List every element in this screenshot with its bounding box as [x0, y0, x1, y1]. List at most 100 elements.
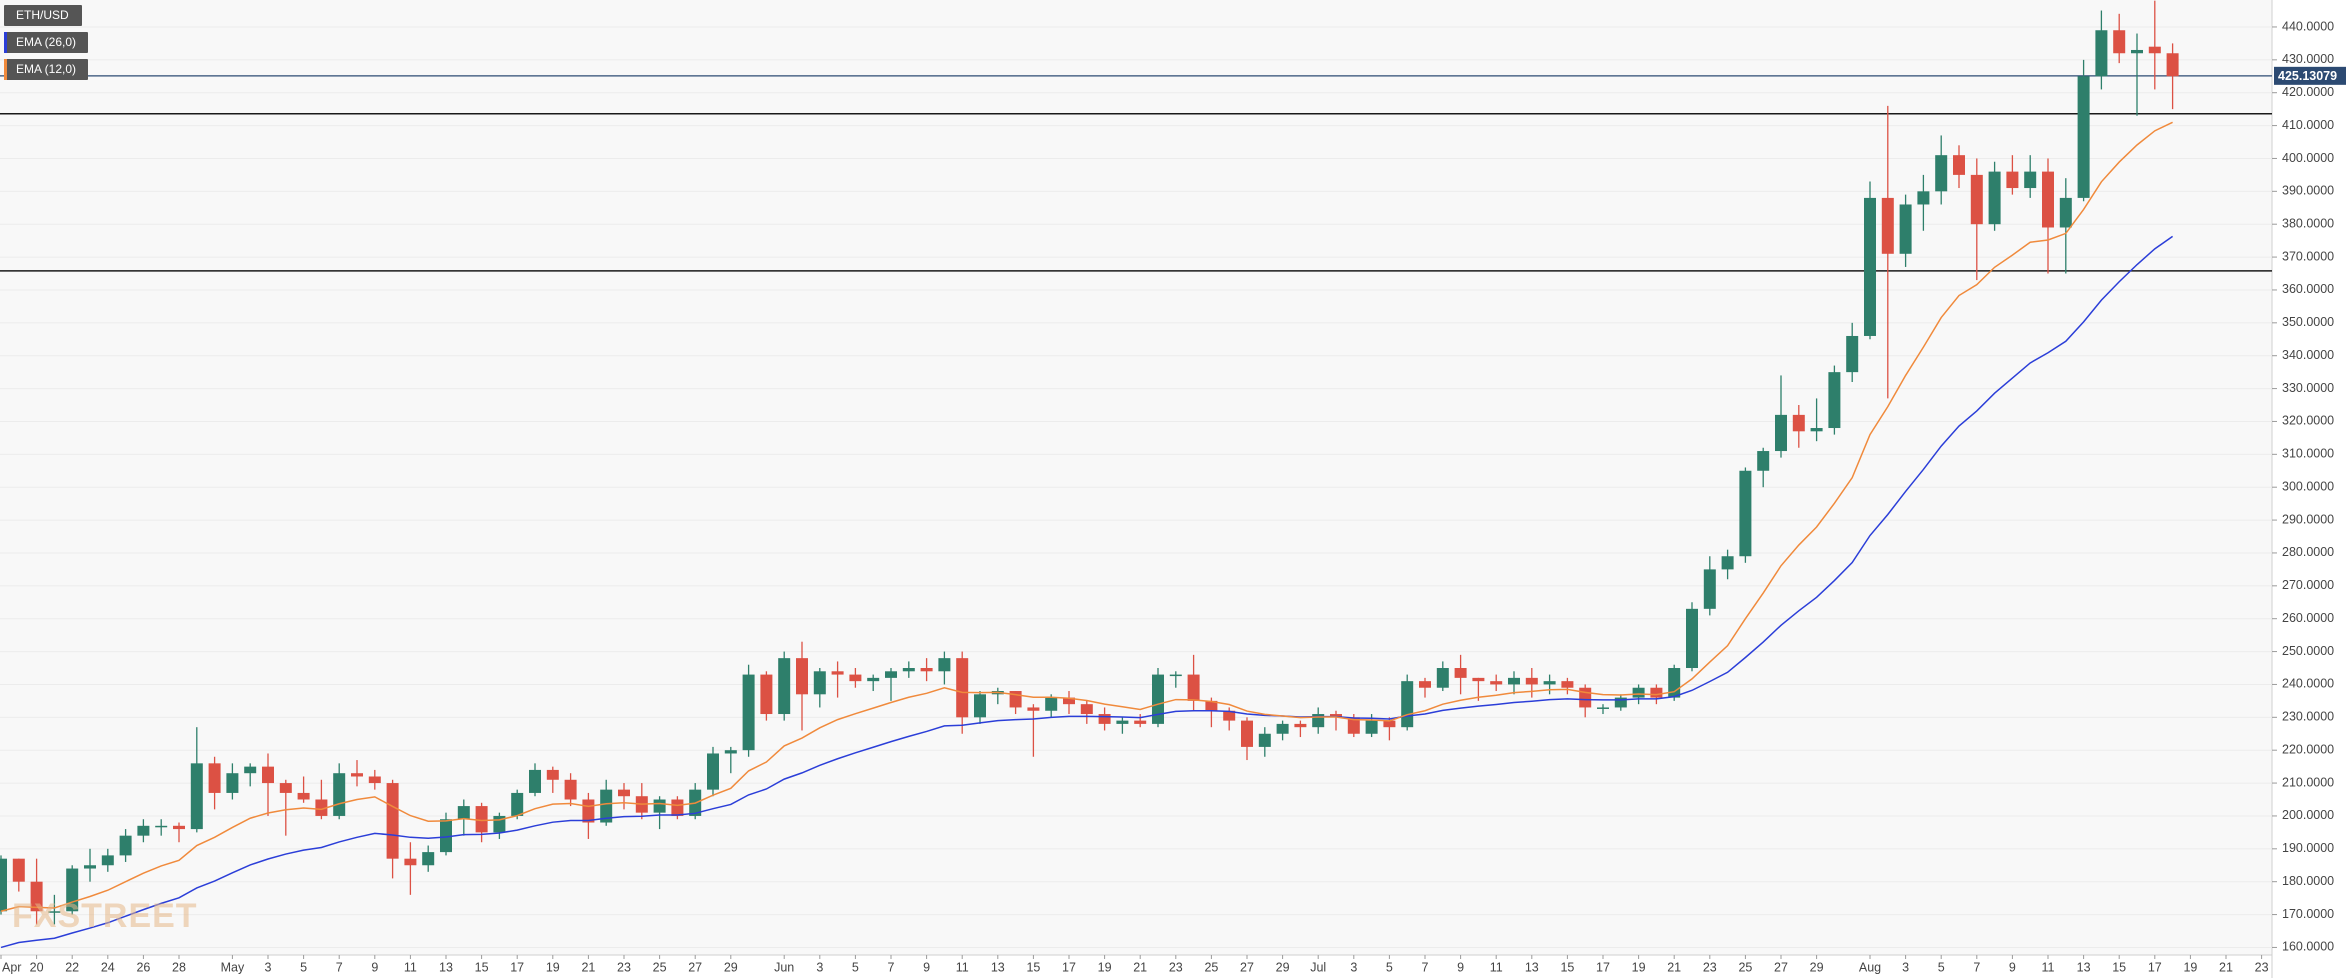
candle-body — [707, 753, 719, 790]
candle-body — [1241, 720, 1253, 747]
plot-background — [0, 0, 2272, 955]
candle-body — [1846, 335, 1859, 373]
candle-body — [1970, 174, 1983, 225]
candle-body — [1152, 674, 1164, 724]
last-price-box — [2274, 66, 2346, 85]
candle-body — [1134, 720, 1147, 724]
candle-body — [422, 852, 435, 866]
candle-body — [1881, 197, 1894, 254]
candle-body — [1899, 204, 1912, 254]
candle-body — [1490, 681, 1503, 685]
candle-body — [1276, 723, 1289, 734]
y-tick-label: 430.0000 — [2282, 52, 2334, 66]
x-tick-label: 11 — [1490, 960, 1503, 974]
candle-body — [48, 911, 61, 913]
y-tick-label: 210.0000 — [2282, 775, 2334, 789]
y-tick-label: 260.0000 — [2282, 611, 2334, 625]
x-tick-label: 21 — [581, 960, 595, 974]
x-tick-label: Jul — [1310, 960, 1326, 974]
x-tick-label: 29 — [724, 960, 738, 974]
x-tick-label: 5 — [300, 960, 307, 974]
candle-body — [1525, 677, 1538, 685]
x-tick-label: Aug — [1859, 960, 1881, 974]
candle-body — [1668, 668, 1681, 698]
candle-body — [1223, 710, 1236, 721]
candle-body — [653, 799, 666, 813]
x-tick-label: 23 — [1703, 960, 1717, 974]
candle-body — [386, 783, 399, 859]
candle-body — [262, 766, 274, 784]
candle-body — [315, 799, 328, 816]
x-tick-label: 23 — [2255, 960, 2269, 974]
candle-body — [1419, 681, 1431, 688]
legend-swatch — [4, 32, 7, 53]
x-tick-label: 7 — [1422, 960, 1429, 974]
y-tick-label: 300.0000 — [2282, 479, 2334, 493]
candle-body — [440, 819, 452, 853]
candle-body — [2006, 171, 2019, 189]
candle-body — [1935, 155, 1948, 192]
x-tick-label: 5 — [1938, 960, 1945, 974]
candle-body — [956, 658, 969, 718]
candle-body — [1187, 674, 1200, 701]
indicator-line — [0, 121, 2173, 913]
candle-body — [1917, 191, 1930, 205]
candle-body — [1258, 733, 1271, 747]
candle-body — [849, 674, 862, 682]
candle-body — [1383, 720, 1396, 728]
candle-body — [796, 658, 808, 695]
x-tick-label: 17 — [510, 960, 524, 974]
x-tick-label: 9 — [1457, 960, 1464, 974]
indicator-line — [0, 235, 2174, 949]
candle-body — [1632, 687, 1645, 698]
y-tick-label: 200.0000 — [2282, 808, 2334, 822]
y-tick-label: 370.0000 — [2282, 249, 2334, 263]
y-tick-label: 330.0000 — [2282, 381, 2334, 395]
candle-body — [529, 769, 541, 793]
candle-body — [1792, 414, 1805, 432]
x-tick-label: Apr — [2, 960, 21, 974]
y-tick-label: 310.0000 — [2282, 447, 2334, 461]
candle-body — [1597, 707, 1609, 709]
x-tick-label: 13 — [439, 960, 453, 974]
y-tick-label: 360.0000 — [2282, 282, 2334, 296]
candle-body — [1614, 697, 1627, 708]
x-tick-label: 25 — [1204, 960, 1218, 974]
candle-body — [1508, 677, 1520, 685]
candle-body — [938, 658, 951, 672]
y-tick-label: 230.0000 — [2282, 710, 2334, 724]
candle-body — [1828, 372, 1841, 429]
y-tick-label: 280.0000 — [2282, 545, 2334, 559]
candle-body — [1098, 714, 1111, 724]
x-tick-label: 25 — [1738, 960, 1752, 974]
legend-box — [4, 59, 88, 80]
candle-body — [867, 677, 880, 682]
y-tick-label: 220.0000 — [2282, 742, 2334, 756]
candle-body — [2024, 171, 2037, 189]
candle-body — [885, 671, 897, 678]
candle-body — [813, 671, 826, 695]
candle-body — [155, 825, 168, 828]
y-tick-label: 400.0000 — [2282, 151, 2334, 165]
candle-body — [2059, 197, 2072, 228]
x-tick-label: 26 — [136, 960, 150, 974]
y-tick-label: 270.0000 — [2282, 578, 2334, 592]
x-tick-label: 3 — [265, 960, 272, 974]
candle-body — [1579, 687, 1592, 708]
x-tick-label: 29 — [1276, 960, 1290, 974]
x-tick-label: 27 — [688, 960, 702, 974]
x-tick-label: 5 — [852, 960, 859, 974]
candle-body — [2148, 46, 2161, 54]
candle-body — [1953, 155, 1965, 175]
y-tick-label: 440.0000 — [2282, 19, 2334, 33]
x-tick-label: 21 — [1667, 960, 1681, 974]
candle-body — [137, 825, 150, 836]
candle-body — [974, 694, 986, 718]
x-tick-label: 15 — [1560, 960, 1574, 974]
candle-body — [30, 881, 43, 912]
x-tick-label: 29 — [1810, 960, 1824, 974]
x-tick-label: 7 — [888, 960, 895, 974]
x-tick-label: 11 — [404, 960, 417, 974]
y-tick-label: 190.0000 — [2282, 841, 2334, 855]
